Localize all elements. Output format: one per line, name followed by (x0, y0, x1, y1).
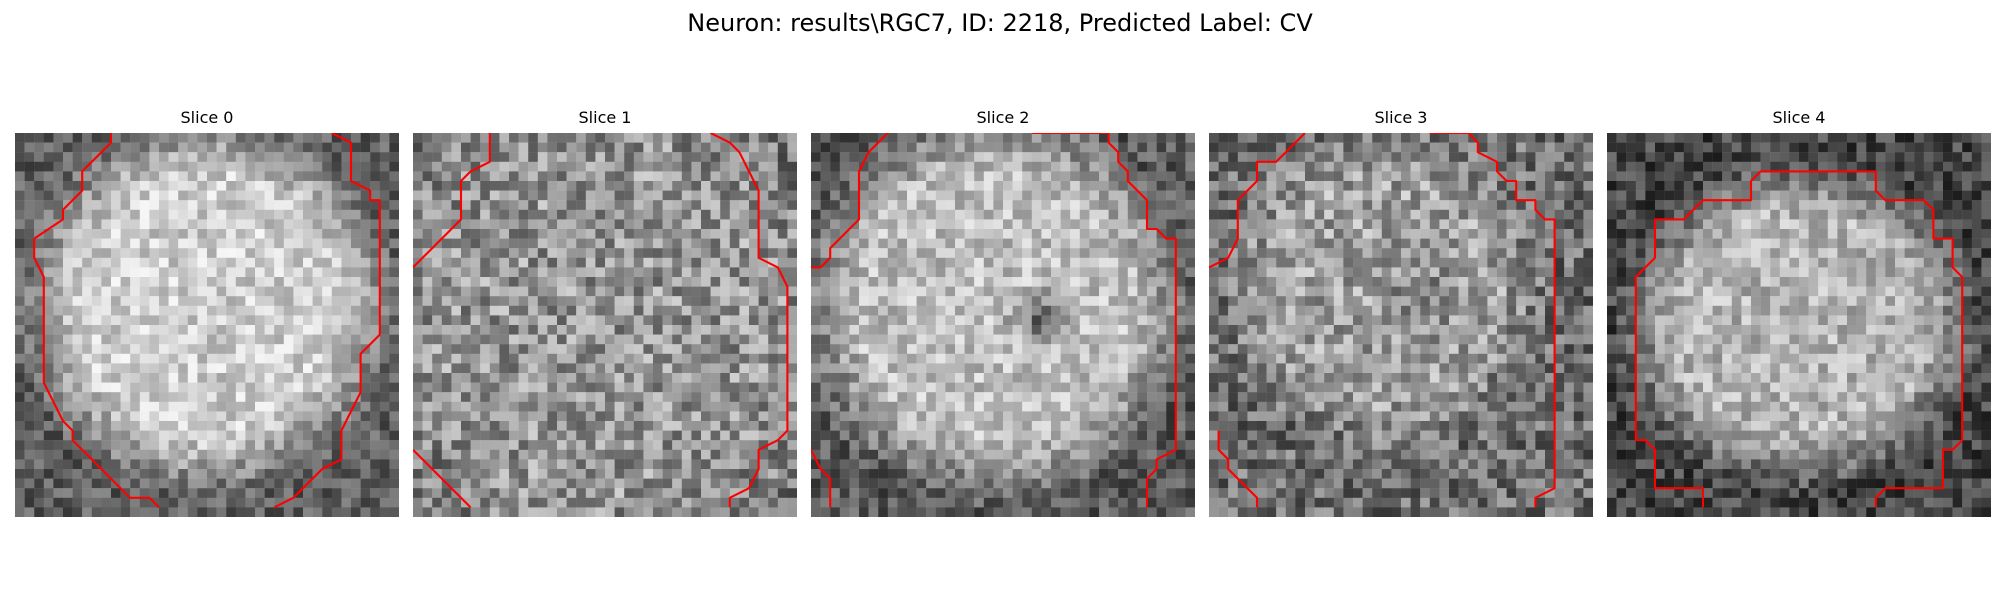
contour-line-1-2 (413, 449, 472, 509)
slice-panel-4: Slice 4 (1607, 106, 1991, 517)
figure-title: Neuron: results\RGC7, ID: 2218, Predicte… (687, 9, 1313, 37)
contour-line-2-2 (811, 449, 832, 508)
slice-panel-3: Slice 3 (1209, 106, 1593, 517)
slice-image-3 (1209, 133, 1593, 517)
slice-panel-0: Slice 0 (15, 106, 399, 517)
contour-line-4-0 (1634, 170, 1964, 508)
contour-line-2-1 (1031, 133, 1177, 508)
slice-image-1 (413, 133, 797, 517)
slice-panel-1: Slice 1 (413, 106, 797, 517)
contour-line-2-0 (811, 133, 889, 269)
slice-title-0: Slice 0 (180, 108, 234, 127)
slice-title-1: Slice 1 (578, 108, 632, 127)
slice-title-2: Slice 2 (976, 108, 1030, 127)
contour-line-3-0 (1209, 133, 1306, 269)
contour-line-0-1 (273, 133, 381, 509)
slice-image-4 (1607, 133, 1991, 517)
contour-line-1-1 (710, 133, 789, 508)
contour-line-3-2 (1217, 430, 1259, 508)
slice-image-2 (811, 133, 1195, 517)
slice-panel-2: Slice 2 (811, 106, 1195, 517)
contour-line-0-0 (33, 133, 160, 509)
slice-image-0 (15, 133, 399, 517)
contour-line-1-0 (413, 133, 491, 269)
slice-title-4: Slice 4 (1772, 108, 1826, 127)
contour-line-3-1 (1429, 133, 1556, 508)
slice-title-3: Slice 3 (1374, 108, 1428, 127)
